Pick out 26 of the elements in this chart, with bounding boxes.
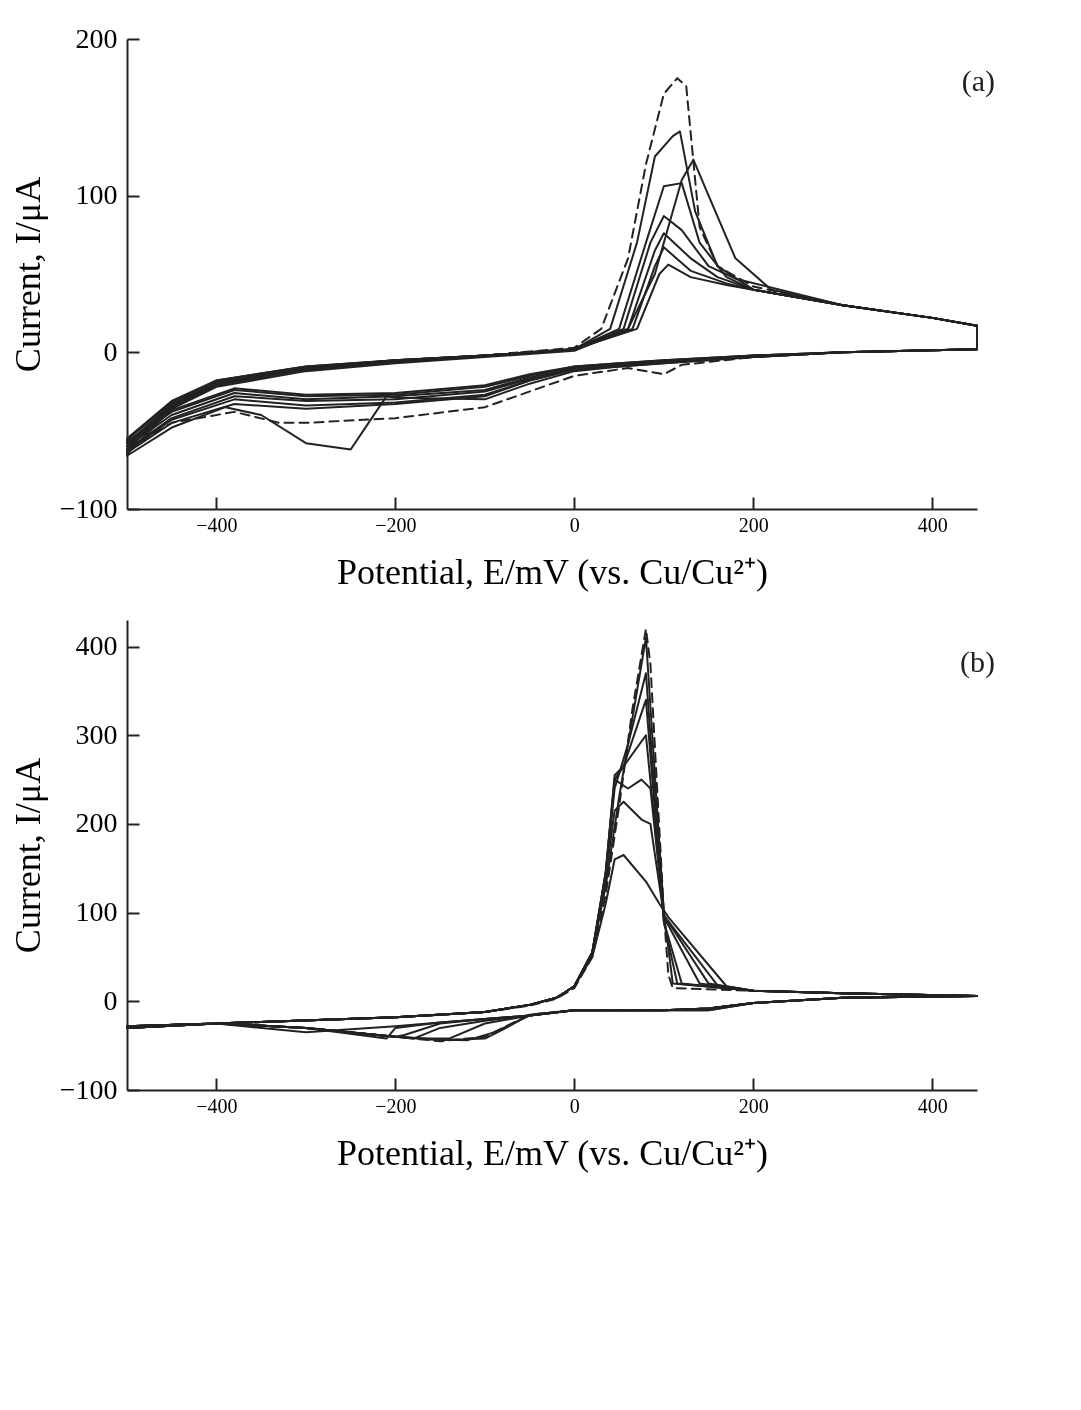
y-tick-label: 0 — [103, 335, 118, 367]
annotation: (b) — [960, 645, 995, 679]
x-tick-label: 400 — [917, 513, 948, 536]
x-tick-label: 400 — [917, 1094, 948, 1117]
x-tick-label: 0 — [569, 1094, 580, 1117]
x-tick-label: 0 — [569, 513, 580, 536]
y-tick-label: 400 — [75, 630, 118, 662]
y-tick-label: 100 — [75, 179, 118, 211]
x-tick-label: −400 — [196, 513, 238, 536]
x-tick-label: −400 — [196, 1094, 238, 1117]
y-axis-title: Current, I/μA — [7, 757, 48, 954]
y-tick-label: 200 — [75, 22, 118, 54]
x-tick-label: 200 — [738, 513, 769, 536]
y-tick-label: −100 — [59, 1073, 118, 1105]
y-tick-label: 200 — [75, 807, 118, 839]
y-tick-label: 100 — [75, 896, 118, 928]
y-tick-label: 300 — [75, 718, 118, 750]
x-tick-label: −200 — [375, 513, 417, 536]
annotation: (a) — [961, 64, 995, 98]
x-tick-label: −200 — [375, 1094, 417, 1117]
y-tick-label: −100 — [59, 492, 118, 524]
y-axis-title: Current, I/μA — [7, 176, 48, 373]
x-axis-title: Potential, E/mV (vs. Cu/Cu²⁺) — [336, 551, 769, 592]
y-tick-label: 0 — [103, 984, 118, 1016]
x-tick-label: 200 — [738, 1094, 769, 1117]
x-axis-title: Potential, E/mV (vs. Cu/Cu²⁺) — [336, 1132, 769, 1173]
